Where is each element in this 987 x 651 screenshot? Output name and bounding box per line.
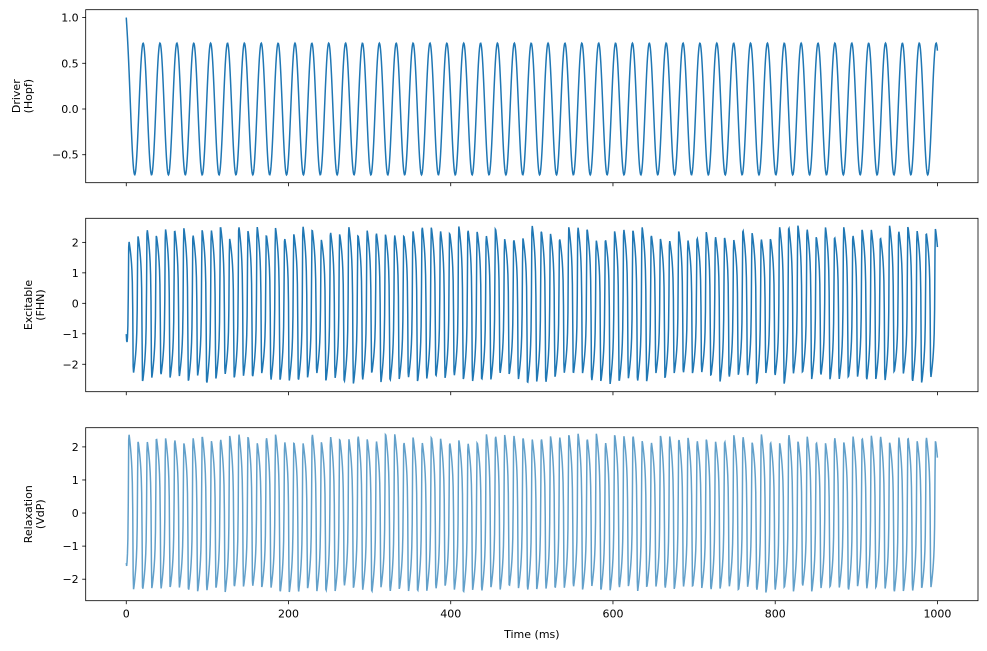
xtick-label: 200 (278, 608, 299, 621)
subplot-1: 1.0 0.5 0.0 −0.5 Driver (Hopf) (10, 9, 979, 187)
ytick-label: 1 (72, 267, 79, 280)
series-line (125, 432, 939, 594)
ytick-label: −2 (62, 573, 78, 586)
ytick-label: 0.0 (61, 103, 79, 116)
ylabel: (VdP) (34, 499, 47, 529)
ytick-label: −1 (62, 328, 78, 341)
axes-frame (85, 9, 979, 184)
ytick-label: −1 (62, 540, 78, 553)
ytick-label: 1 (72, 474, 79, 487)
ylabel: Relaxation (22, 485, 35, 543)
ylabel: (Hopf) (22, 79, 35, 113)
ytick-label: 2 (72, 441, 79, 454)
ytick-label: −0.5 (52, 149, 79, 162)
ytick-label: 0 (72, 507, 79, 520)
ylabel: Excitable (22, 280, 35, 330)
series-line (125, 225, 939, 385)
axes-frame (85, 217, 979, 393)
ytick-label: −2 (62, 358, 78, 371)
xtick-label: 400 (440, 608, 461, 621)
ylabel: (FHN) (34, 289, 47, 320)
ytick-label: 0.5 (61, 57, 79, 70)
xtick-label: 800 (765, 608, 786, 621)
subplot-3: 2 1 0 −1 −2 0 200 400 600 800 1000 Relaxation (VdP) T… (22, 427, 979, 641)
subplot-2: 2 1 0 −1 −2 Excitable (FHN) (22, 217, 979, 396)
xtick-label: 1000 (923, 608, 951, 621)
ytick-label: 2 (72, 236, 79, 249)
xlabel: Time (ms) (503, 628, 559, 641)
xtick-label: 600 (602, 608, 623, 621)
series-line (125, 17, 939, 177)
ytick-label: 0 (72, 297, 79, 310)
ytick-label: 1.0 (61, 12, 79, 25)
axes-frame (85, 427, 979, 602)
xtick-label: 0 (123, 608, 130, 621)
ylabel: Driver (10, 79, 23, 113)
